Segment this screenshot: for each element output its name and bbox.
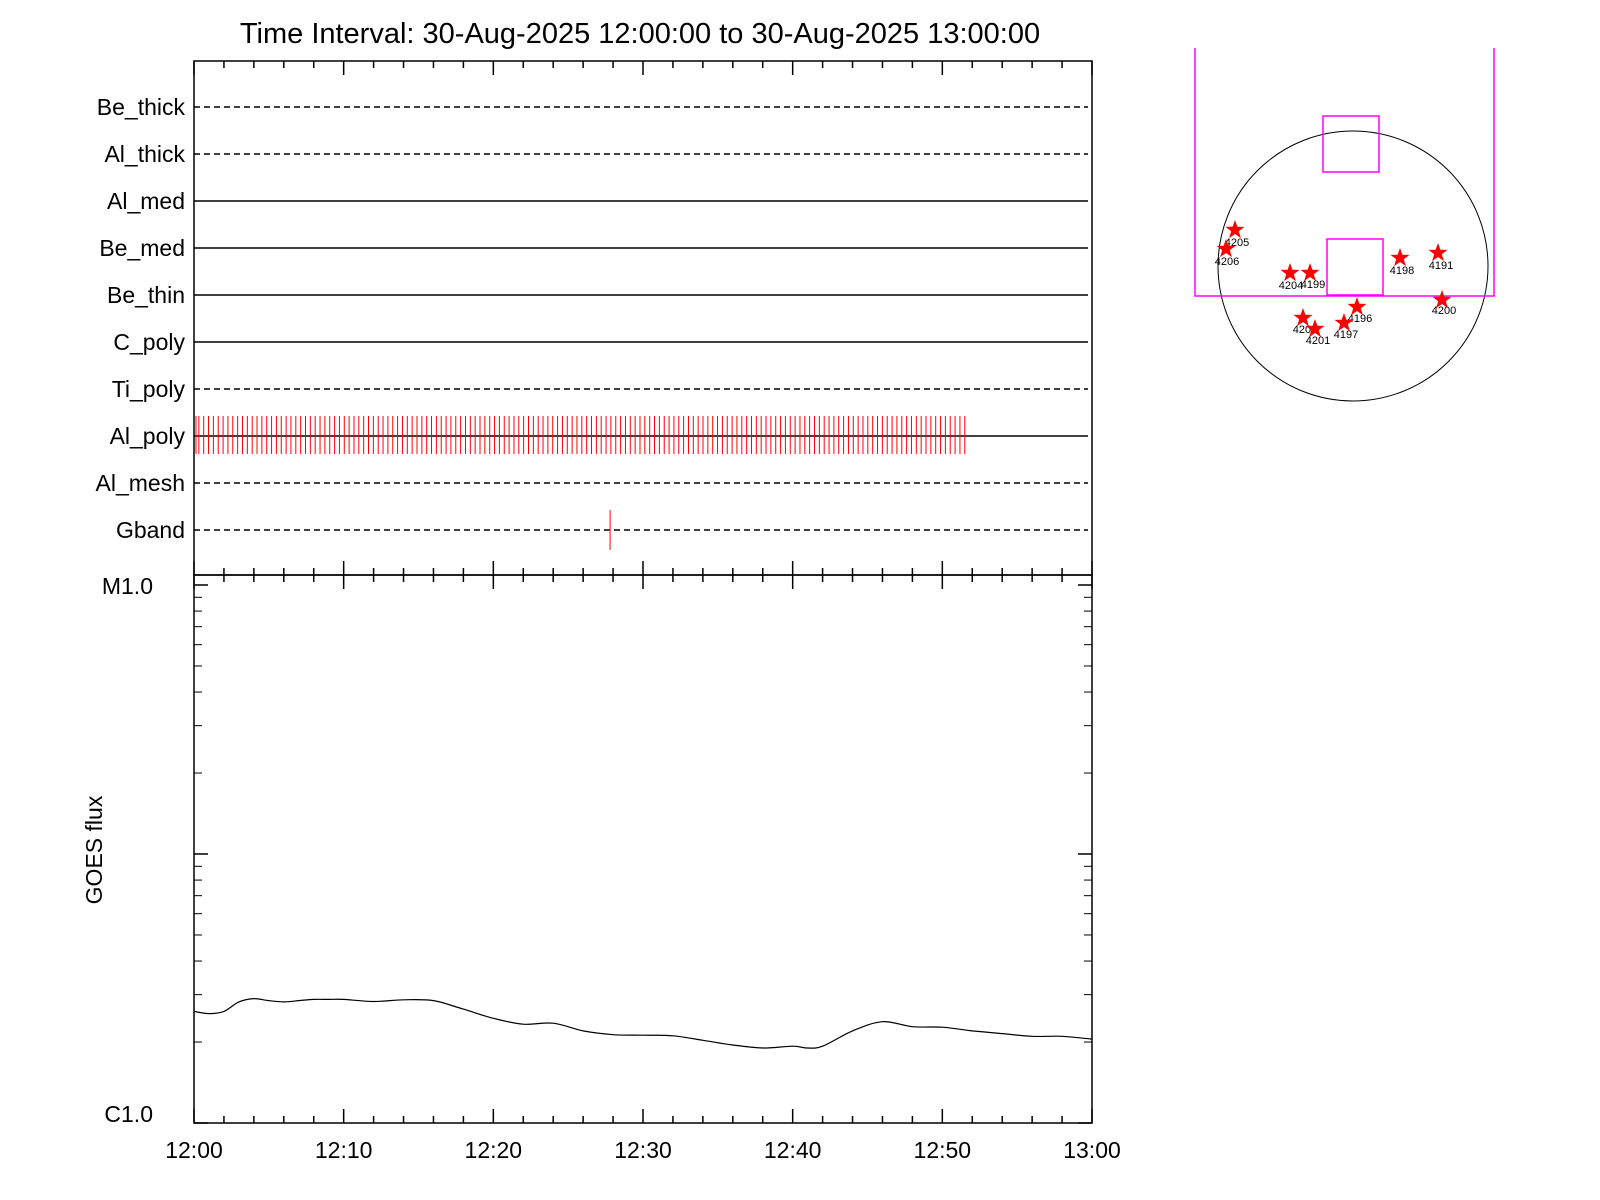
solar-disk <box>1217 130 1489 402</box>
active-region-label: 4191 <box>1429 260 1453 272</box>
active-region-label: 4196 <box>1348 313 1372 325</box>
y-axis-label: GOES flux <box>81 795 107 904</box>
fov-outline <box>1194 48 1495 297</box>
active-region-label: 4206 <box>1215 256 1239 268</box>
row-label-be_thick: Be_thick <box>97 94 186 120</box>
timeline-rows: Be_thick Al_thick Al_med Be_med Be_thin C_pol… <box>96 94 1088 550</box>
fov-box-center <box>1326 238 1384 296</box>
x-tick-label: 12:00 <box>165 1137 223 1163</box>
row-label-gband: Gband <box>116 517 185 543</box>
fov-box-top <box>1322 115 1380 173</box>
timeline-ticks <box>193 61 1093 575</box>
row-label-c_poly: C_poly <box>113 329 185 355</box>
x-tick-label: 12:50 <box>914 1137 972 1163</box>
active-region-star <box>1305 319 1325 338</box>
x-tick-label: 13:00 <box>1063 1137 1121 1163</box>
x-tick-label: 12:10 <box>315 1137 373 1163</box>
active-region-star <box>1432 290 1452 309</box>
goes-flux-line <box>193 997 1093 1049</box>
active-region-label: 4197 <box>1334 329 1358 341</box>
active-region-star <box>1428 243 1448 262</box>
row-label-ti_poly: Ti_poly <box>112 376 186 402</box>
ytick-label-bottom: C1.0 <box>104 1101 153 1127</box>
row-label-al_thick: Al_thick <box>104 141 185 167</box>
row-label-be_med: Be_med <box>99 235 185 261</box>
timeline-panel-frame <box>193 60 1093 576</box>
chart-title: Time Interval: 30-Aug-2025 12:00:00 to 3… <box>240 18 1040 50</box>
active-region-star <box>1280 263 1300 282</box>
active-region-label: 4204 <box>1279 280 1303 292</box>
row-label-al_med: Al_med <box>107 188 185 214</box>
row-label-al_mesh: Al_mesh <box>96 470 185 496</box>
active-region-star <box>1216 239 1236 258</box>
active-region-star <box>1347 297 1367 316</box>
active-region-star <box>1293 308 1313 327</box>
x-tick-label: 12:40 <box>764 1137 822 1163</box>
ytick-label-top: M1.0 <box>102 573 153 599</box>
row-label-al_poly: Al_poly <box>110 423 186 449</box>
active-region-star <box>1225 220 1245 239</box>
x-tick-label: 12:20 <box>465 1137 523 1163</box>
active-region-star <box>1334 313 1354 332</box>
active-region-label: 4199 <box>1301 279 1325 291</box>
active-region-label: 4200 <box>1432 305 1456 317</box>
x-tick-label: 12:30 <box>614 1137 672 1163</box>
x-tick-labels: 12:00 12:10 12:20 12:30 12:40 12:50 13:00 <box>165 1137 1121 1163</box>
row-label-be_thin: Be_thin <box>107 282 185 308</box>
active-region-star <box>1300 263 1320 282</box>
goes-ticks <box>193 575 1093 1124</box>
active-region-label: 4198 <box>1390 265 1414 277</box>
active-region-star <box>1390 248 1410 267</box>
active-region-label: 4201 <box>1306 335 1330 347</box>
goes-panel-frame <box>193 574 1093 1124</box>
